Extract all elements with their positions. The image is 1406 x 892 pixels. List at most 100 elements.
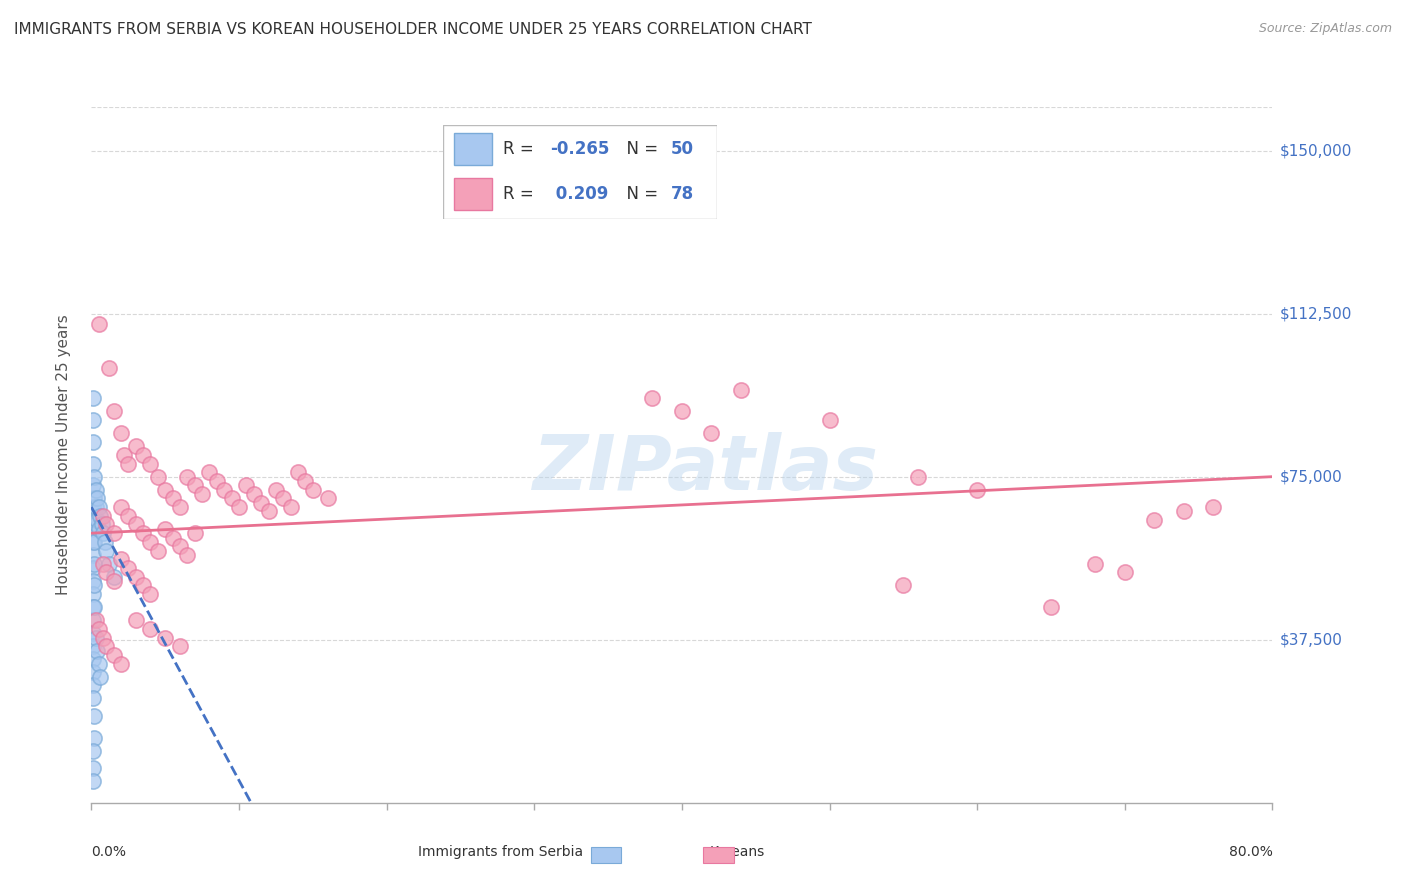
Point bbox=[117, 561, 139, 575]
Point bbox=[117, 508, 139, 523]
FancyBboxPatch shape bbox=[443, 125, 717, 219]
Point bbox=[82, 457, 104, 471]
Point bbox=[273, 491, 295, 506]
Point bbox=[83, 731, 105, 745]
Point bbox=[84, 631, 107, 645]
Point bbox=[110, 657, 132, 671]
Text: -0.265: -0.265 bbox=[550, 140, 609, 158]
Point bbox=[1114, 566, 1136, 580]
Point bbox=[98, 361, 121, 376]
Point bbox=[205, 474, 228, 488]
Point bbox=[243, 487, 266, 501]
Point bbox=[82, 774, 104, 789]
Point bbox=[89, 508, 111, 523]
Text: Source: ZipAtlas.com: Source: ZipAtlas.com bbox=[1258, 22, 1392, 36]
Point bbox=[82, 600, 104, 615]
Point bbox=[110, 552, 132, 566]
Point bbox=[132, 526, 155, 541]
Point bbox=[169, 539, 191, 553]
Point bbox=[83, 578, 105, 592]
Text: 0.209: 0.209 bbox=[550, 186, 609, 203]
FancyBboxPatch shape bbox=[454, 178, 492, 211]
Text: IMMIGRANTS FROM SERBIA VS KOREAN HOUSEHOLDER INCOME UNDER 25 YEARS CORRELATION C: IMMIGRANTS FROM SERBIA VS KOREAN HOUSEHO… bbox=[14, 22, 811, 37]
Point bbox=[91, 526, 114, 541]
Text: $75,000: $75,000 bbox=[1279, 469, 1343, 484]
Point bbox=[169, 500, 191, 514]
Point bbox=[86, 513, 108, 527]
Point bbox=[82, 392, 104, 406]
Point bbox=[139, 622, 162, 636]
Point bbox=[198, 466, 221, 480]
Point bbox=[84, 483, 107, 497]
Point bbox=[228, 500, 250, 514]
Point bbox=[818, 413, 841, 427]
Text: 50: 50 bbox=[671, 140, 693, 158]
Point bbox=[93, 535, 115, 549]
Point bbox=[103, 526, 125, 541]
Point bbox=[124, 439, 148, 453]
Point bbox=[124, 570, 148, 584]
Text: 80.0%: 80.0% bbox=[1229, 845, 1272, 859]
Point bbox=[82, 500, 104, 514]
Point bbox=[83, 469, 105, 483]
Point bbox=[86, 491, 108, 506]
Point bbox=[83, 513, 105, 527]
Point bbox=[83, 600, 105, 615]
Point bbox=[176, 469, 198, 483]
Point bbox=[139, 457, 162, 471]
Text: N =: N = bbox=[616, 140, 664, 158]
Point bbox=[191, 487, 214, 501]
Text: R =: R = bbox=[503, 186, 540, 203]
Point bbox=[82, 761, 104, 775]
Point bbox=[103, 648, 125, 662]
Point bbox=[82, 639, 104, 653]
Text: Koreans: Koreans bbox=[710, 845, 765, 859]
Point bbox=[82, 574, 104, 588]
Text: $112,500: $112,500 bbox=[1279, 306, 1351, 321]
Point bbox=[82, 652, 104, 666]
Point bbox=[82, 561, 104, 575]
Point bbox=[280, 500, 302, 514]
Point bbox=[82, 434, 104, 449]
Point bbox=[287, 466, 309, 480]
Point bbox=[730, 383, 752, 397]
Point bbox=[139, 535, 162, 549]
Point bbox=[82, 522, 104, 536]
Point bbox=[82, 535, 104, 549]
Point bbox=[96, 517, 118, 532]
Point bbox=[86, 643, 108, 657]
Point bbox=[907, 469, 929, 483]
Point bbox=[103, 570, 125, 584]
Point bbox=[117, 457, 139, 471]
Point bbox=[966, 483, 988, 497]
Point bbox=[89, 670, 111, 684]
Text: 78: 78 bbox=[671, 186, 693, 203]
Point bbox=[96, 543, 118, 558]
Text: Immigrants from Serbia: Immigrants from Serbia bbox=[419, 845, 583, 859]
Point bbox=[82, 587, 104, 601]
Point bbox=[146, 469, 169, 483]
Point bbox=[132, 578, 155, 592]
Point bbox=[110, 500, 132, 514]
Point bbox=[214, 483, 236, 497]
Point bbox=[98, 557, 121, 571]
Point bbox=[153, 483, 177, 497]
Point bbox=[83, 491, 105, 506]
Point bbox=[87, 522, 110, 536]
Point bbox=[153, 631, 177, 645]
Point bbox=[671, 404, 693, 418]
Point bbox=[91, 508, 114, 523]
Point bbox=[112, 448, 135, 462]
Point bbox=[301, 483, 323, 497]
Point bbox=[146, 543, 169, 558]
Point bbox=[264, 483, 287, 497]
Point bbox=[183, 478, 207, 492]
Point bbox=[83, 557, 105, 571]
Point bbox=[124, 613, 148, 627]
Point bbox=[91, 557, 114, 571]
Point bbox=[82, 691, 104, 706]
Point bbox=[124, 517, 148, 532]
Point bbox=[641, 392, 664, 406]
Point bbox=[294, 474, 316, 488]
Point bbox=[82, 665, 104, 680]
